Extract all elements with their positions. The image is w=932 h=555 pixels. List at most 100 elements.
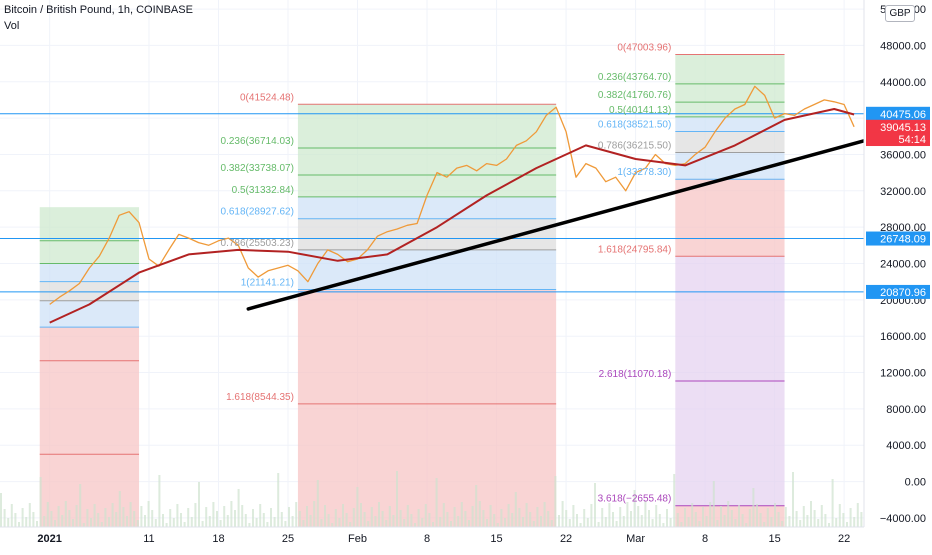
fib-zone xyxy=(39,327,140,361)
y-tick-label: 28000.00 xyxy=(880,222,926,234)
volume-bar xyxy=(745,523,748,527)
fib-level-label: 1(33278.30) xyxy=(617,167,671,178)
volume-bar xyxy=(838,504,841,527)
chart-title[interactable]: Bitcoin / British Pound, 1h, COINBASE xyxy=(4,4,193,16)
volume-bar xyxy=(849,508,852,527)
volume-bar xyxy=(748,509,751,527)
volume-bar xyxy=(586,518,589,527)
volume-bar xyxy=(399,510,402,527)
fib-level-label: 0.786(25503.23) xyxy=(221,238,294,249)
volume-bar xyxy=(183,522,186,527)
volume-bar xyxy=(86,509,89,527)
volume-bar xyxy=(651,519,654,527)
volume-bar xyxy=(507,504,510,527)
volume-bar xyxy=(648,510,650,527)
volume-bar xyxy=(500,509,503,527)
x-tick-label: 11 xyxy=(143,533,154,545)
volume-bar xyxy=(21,508,24,527)
volume-bar xyxy=(64,501,67,527)
volume-bar xyxy=(50,511,53,527)
volume-bar xyxy=(842,513,845,527)
fib-zone xyxy=(297,175,557,197)
fib-level-label: 0.5(31332.84) xyxy=(232,185,294,196)
volume-bar xyxy=(630,511,632,527)
fib-level-label: 0.236(36714.03) xyxy=(221,136,294,147)
volume-bar xyxy=(828,523,830,527)
volume-bar xyxy=(658,514,661,527)
volume-bar xyxy=(853,517,856,527)
fib-level-label: 1.618(8544.35) xyxy=(226,392,294,403)
volume-bar xyxy=(752,488,755,527)
volume-bar xyxy=(324,505,326,527)
fib-level-label: 2.618(11070.18) xyxy=(599,369,672,380)
volume-bar xyxy=(154,519,157,527)
currency-button[interactable]: GBP xyxy=(885,5,915,22)
volume-bar xyxy=(522,517,524,527)
price-tag-label: 20870.96 xyxy=(880,287,926,299)
volume-bar xyxy=(252,509,254,527)
volume-bar xyxy=(759,513,762,527)
volume-bar xyxy=(241,505,244,527)
volume-bar xyxy=(115,512,118,527)
volume-bar xyxy=(608,503,611,527)
volume-bar xyxy=(403,519,406,527)
volume-bar xyxy=(223,506,226,527)
volume-bar xyxy=(716,520,719,527)
volume-indicator-label[interactable]: Vol xyxy=(4,20,20,32)
volume-bar xyxy=(172,518,175,527)
volume-bar xyxy=(738,505,740,527)
volume-bar xyxy=(280,512,283,527)
volume-bar xyxy=(547,511,550,527)
volume-bar xyxy=(331,523,334,527)
volume-bar xyxy=(388,506,391,527)
time-axis-bg xyxy=(0,527,932,550)
fib-zone xyxy=(297,218,557,250)
volume-bar xyxy=(226,515,229,527)
volume-bar xyxy=(327,514,330,527)
volume-bar xyxy=(705,516,708,527)
volume-bar xyxy=(352,508,355,527)
volume-bar xyxy=(392,515,395,527)
time-axis[interactable]: 2021 11 18 25 Feb 8 15 22 Mar 8 15 22 xyxy=(0,526,932,550)
fib-level-label: 0(47003.96) xyxy=(617,42,671,53)
volume-bar xyxy=(248,523,251,527)
volume-bar xyxy=(3,509,6,527)
price-tag-bg xyxy=(866,231,930,246)
volume-bar xyxy=(594,483,596,527)
y-tick-label: 4000.00 xyxy=(886,440,926,452)
volume-bar xyxy=(820,505,823,527)
volume-bar xyxy=(421,518,424,527)
volume-bar xyxy=(198,482,200,527)
volume-bar xyxy=(489,505,492,527)
volume-bar xyxy=(511,513,514,527)
volume-bar xyxy=(806,515,809,527)
price-axis[interactable]: 52000.0048000.0044000.0040000.0036000.00… xyxy=(863,0,932,550)
volume-bar xyxy=(655,505,658,527)
volume-bar xyxy=(835,518,838,527)
volume-bar xyxy=(349,522,352,527)
fib-zone xyxy=(675,116,785,132)
fib-zone xyxy=(297,147,557,176)
volume-bar xyxy=(216,511,218,527)
volume-bar xyxy=(356,487,359,527)
fib-zone xyxy=(675,131,785,153)
volume-bar xyxy=(860,512,863,527)
volume-bar xyxy=(147,501,150,527)
volume-bar xyxy=(529,512,532,527)
fib-level-label: 0(41524.48) xyxy=(240,92,294,103)
trendline-layer[interactable] xyxy=(246,139,866,311)
y-tick-label: 32000.00 xyxy=(880,186,926,198)
x-tick-label: 8 xyxy=(424,533,430,545)
volume-bar xyxy=(39,477,42,527)
volume-bar xyxy=(93,504,96,527)
x-tick-label: 15 xyxy=(490,533,502,545)
price-tag-bg xyxy=(866,119,930,134)
fib-zone xyxy=(39,360,140,455)
volume-bar xyxy=(856,503,859,527)
fib-level-label: 0.382(41760.76) xyxy=(598,90,671,101)
volume-bar xyxy=(691,503,694,527)
fib-retracement-layer[interactable] xyxy=(39,53,785,527)
volume-bar xyxy=(756,504,758,527)
